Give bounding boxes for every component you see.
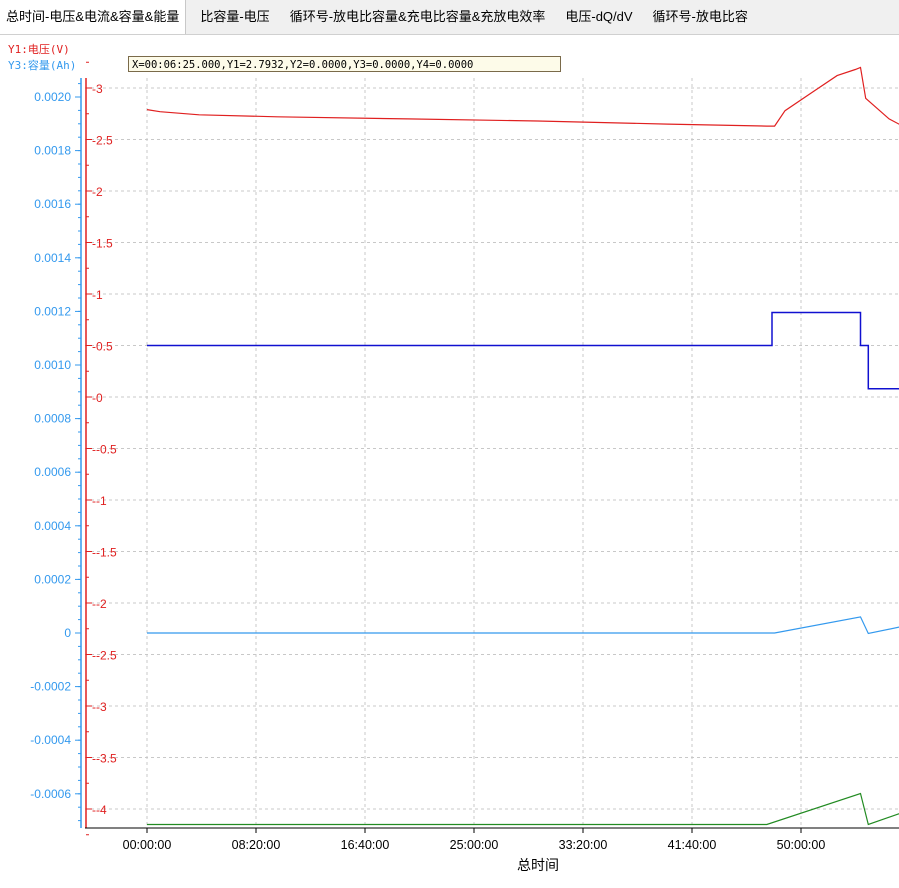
y3-tick-label: 0.0010 [34,358,71,372]
y3-tick-label: 0.0004 [34,519,71,533]
cursor-readout: X=00:06:25.000,Y1=2.7932,Y2=0.0000,Y3=0.… [128,56,561,72]
y1-tick-label: --2 [92,597,107,611]
x-tick-label: 33:20:00 [559,838,608,852]
y1-tick-label: -2 [92,185,103,199]
x-tick-label: 50:00:00 [777,838,826,852]
y1-tick-label: -3 [92,82,103,96]
series-current-line [147,311,899,390]
series-capacity-line [147,616,899,635]
y3-tick-label: 0.0020 [34,90,71,104]
y3-tick-label: -0.0004 [30,733,71,747]
y1-tick-label: -2.5 [92,134,113,148]
x-tick-label: 08:20:00 [232,838,281,852]
y3-tick-label: 0.0008 [34,412,71,426]
tab-cycle-efficiency[interactable]: 循环号-放电比容量&充电比容量&充放电效率 [289,9,546,24]
y3-tick-label: 0.0002 [34,572,71,586]
series-energy-line [147,792,899,826]
x-axis-title: 总时间 [517,857,559,873]
y1-tick-label: --3 [92,700,107,714]
grid-lines [85,78,899,828]
series-group [146,66,899,826]
x-tick-label: 00:00:00 [123,838,172,852]
y1-tick-label: --1.5 [92,546,117,560]
y1-tick-label: -0 [92,391,103,405]
y1-tick-label: -1.5 [92,237,113,251]
y1-tick-label: -0.5 [92,340,113,354]
y3-tick-label: 0.0018 [34,144,71,158]
y3-tick-label: -0.0006 [30,787,71,801]
y1-tick-label: -1 [92,288,103,302]
y1-tick-label: --4 [92,803,107,817]
tab-voltage-dqdv[interactable]: 电压-dQ/dV [565,9,633,24]
series-voltage-line [146,66,899,127]
y1-tick-label: --0.5 [92,443,117,457]
y1-axis: -3 -2.5 -2 -1.5 -1 -0.5 -0 --0.5 --1 --1.5 --2 --2.… [85,61,117,836]
y3-axis-title: Y3:容量(Ah) [8,59,77,72]
y1-tick-label: --2.5 [92,649,117,663]
y3-axis: 0.0020 0.0018 0.0016 0.0014 0.0012 0.0010 0.00… [30,78,82,828]
tab-bar: 总时间-电压&电流&容量&能量 比容量-电压 循环号-放电比容量&充电比容量&充… [0,0,899,35]
y1-tick-label: --3.5 [92,752,117,766]
y3-tick-label: 0.0016 [34,197,71,211]
tab-time-voltage-current-capacity-energy[interactable]: 总时间-电压&电流&容量&能量 [0,0,187,34]
tab-cycle-discharge[interactable]: 循环号-放电比容 [652,9,748,24]
y3-tick-label: 0 [64,626,71,640]
y1-axis-title: Y1:电压(V) [8,43,70,56]
y3-tick-label: 0.0014 [34,251,71,265]
x-axis: 00:00:00 08:20:00 16:40:00 25:00:00 33:20:00… [85,827,899,852]
tab-specific-capacity-voltage[interactable]: 比容量-电压 [200,9,270,24]
y3-tick-label: -0.0002 [30,680,71,694]
x-tick-label: 16:40:00 [341,838,390,852]
x-tick-label: 25:00:00 [450,838,499,852]
x-tick-label: 41:40:00 [668,838,717,852]
y3-tick-label: 0.0006 [34,465,71,479]
y3-tick-label: 0.0012 [34,304,71,318]
y1-tick-label: --1 [92,494,107,508]
